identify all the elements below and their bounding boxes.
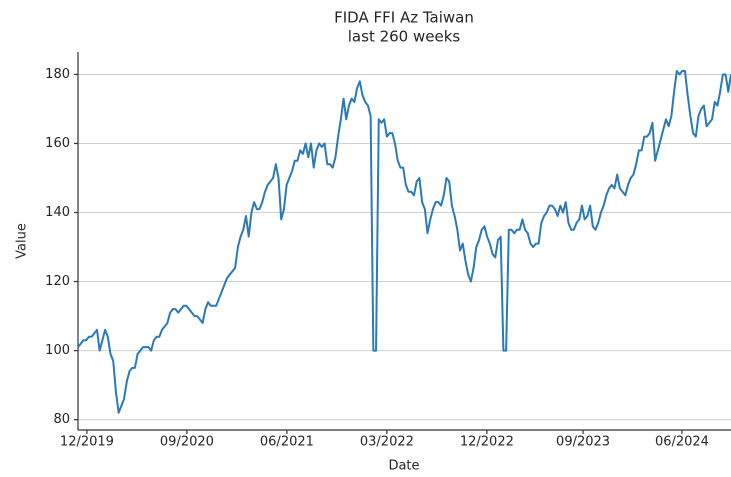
x-tick-label: 03/2022 <box>360 435 414 450</box>
chart-subtitle: last 260 weeks <box>348 28 461 46</box>
y-tick-label: 120 <box>45 274 70 289</box>
data-line <box>77 69 731 414</box>
x-tick-label: 06/2021 <box>260 435 314 450</box>
x-tick-label: 06/2024 <box>655 435 709 450</box>
y-tick-label: 160 <box>45 136 70 151</box>
y-axis-label: Value <box>15 223 30 259</box>
x-tick-label: 09/2023 <box>556 435 610 450</box>
x-tick-label: 12/2022 <box>460 435 514 450</box>
y-tick-label: 140 <box>45 205 70 220</box>
y-tick-label: 180 <box>45 67 70 82</box>
x-tick-label: 09/2020 <box>160 435 214 450</box>
chart-title: FIDA FFI Az Taiwan <box>334 9 474 27</box>
x-tick-label: 12/2019 <box>60 435 114 450</box>
y-tick-label: 80 <box>53 412 70 427</box>
x-axis-label: Date <box>388 459 419 474</box>
y-tick-label: 100 <box>45 343 70 358</box>
